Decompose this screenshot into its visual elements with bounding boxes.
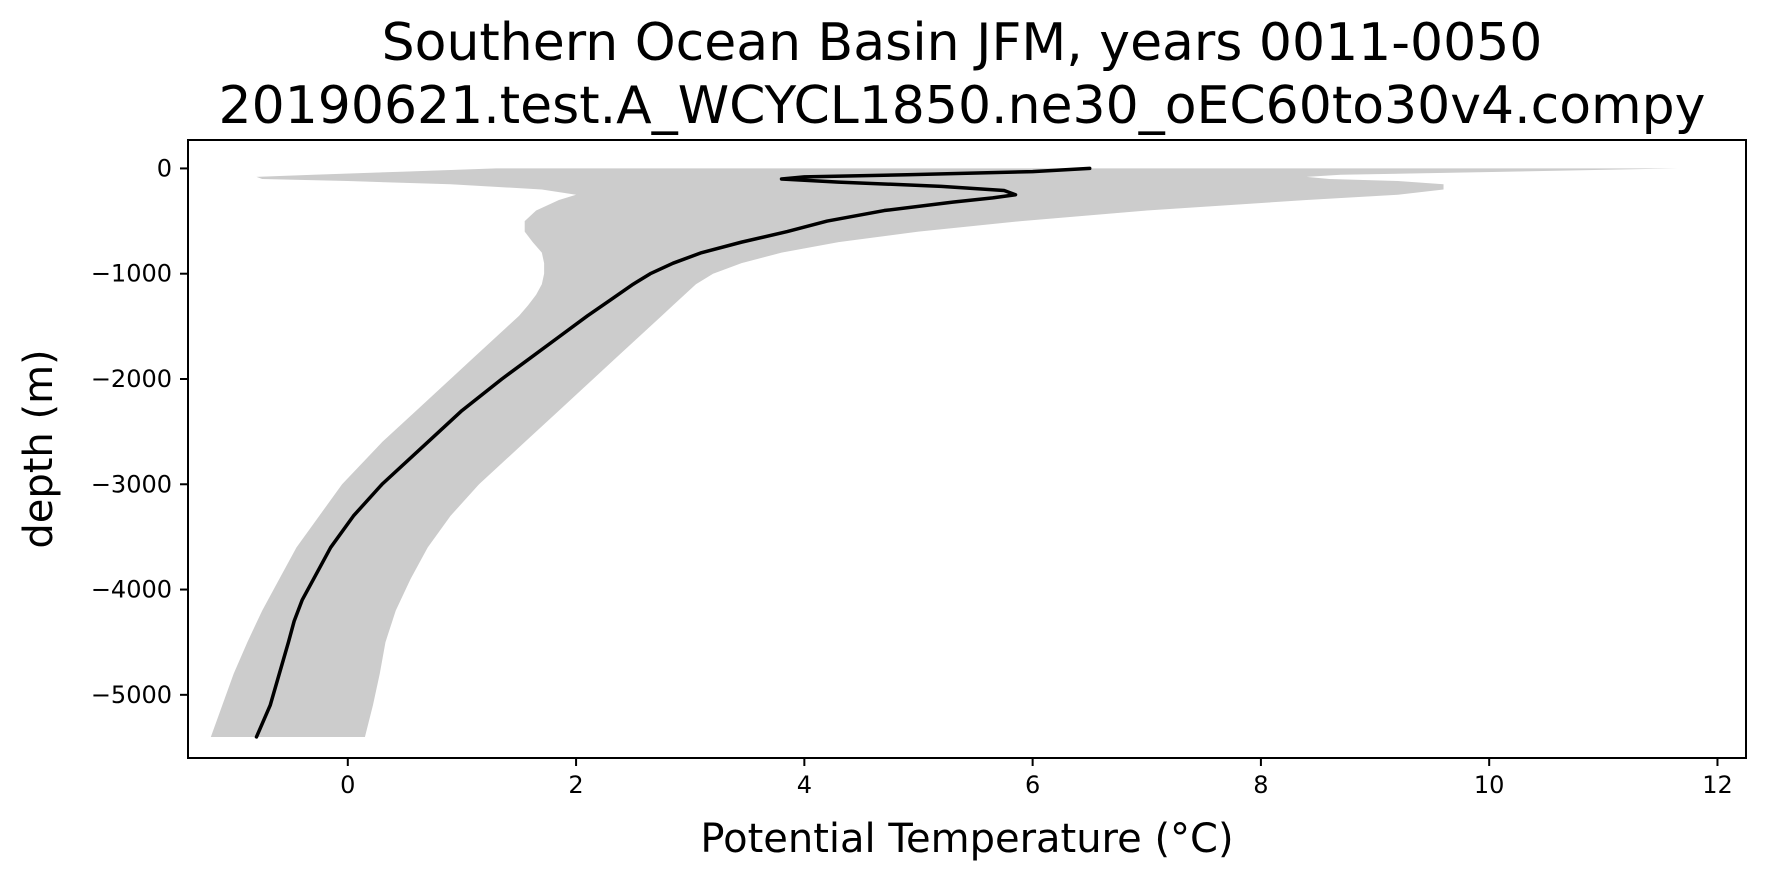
axes-frame xyxy=(187,139,1747,759)
y-tick-label: −3000 xyxy=(91,470,172,498)
x-tick-label: 4 xyxy=(797,771,812,799)
x-tick-label: 6 xyxy=(1025,771,1040,799)
plot-area xyxy=(210,166,1678,739)
mean-temperature-line xyxy=(254,166,1092,739)
y-axis-label: depth (m) xyxy=(16,349,62,548)
y-tick-label: −1000 xyxy=(91,260,172,288)
y-tick-label: 0 xyxy=(157,154,172,182)
x-tick-label: 12 xyxy=(1702,771,1733,799)
chart-title-line2: 20190621.test.A_WCYCL1850.ne30_oEC60to30… xyxy=(219,76,1706,136)
spread-band xyxy=(210,168,1678,737)
x-tick-label: 0 xyxy=(340,771,355,799)
y-tick-label: −2000 xyxy=(91,365,172,393)
y-tick-label: −4000 xyxy=(91,576,172,604)
y-tick-label: −5000 xyxy=(91,681,172,709)
x-tick-label: 10 xyxy=(1474,771,1505,799)
x-tick-label: 2 xyxy=(568,771,583,799)
chart-title-line1: Southern Ocean Basin JFM, years 0011-005… xyxy=(382,13,1543,73)
x-axis-label: Potential Temperature (°C) xyxy=(700,816,1233,862)
x-tick-label: 8 xyxy=(1253,771,1268,799)
axis-ticks: 0 2 4 6 8 10 12 0 −1000 −2000 −3000 −4000 −5000 xyxy=(91,154,1733,799)
